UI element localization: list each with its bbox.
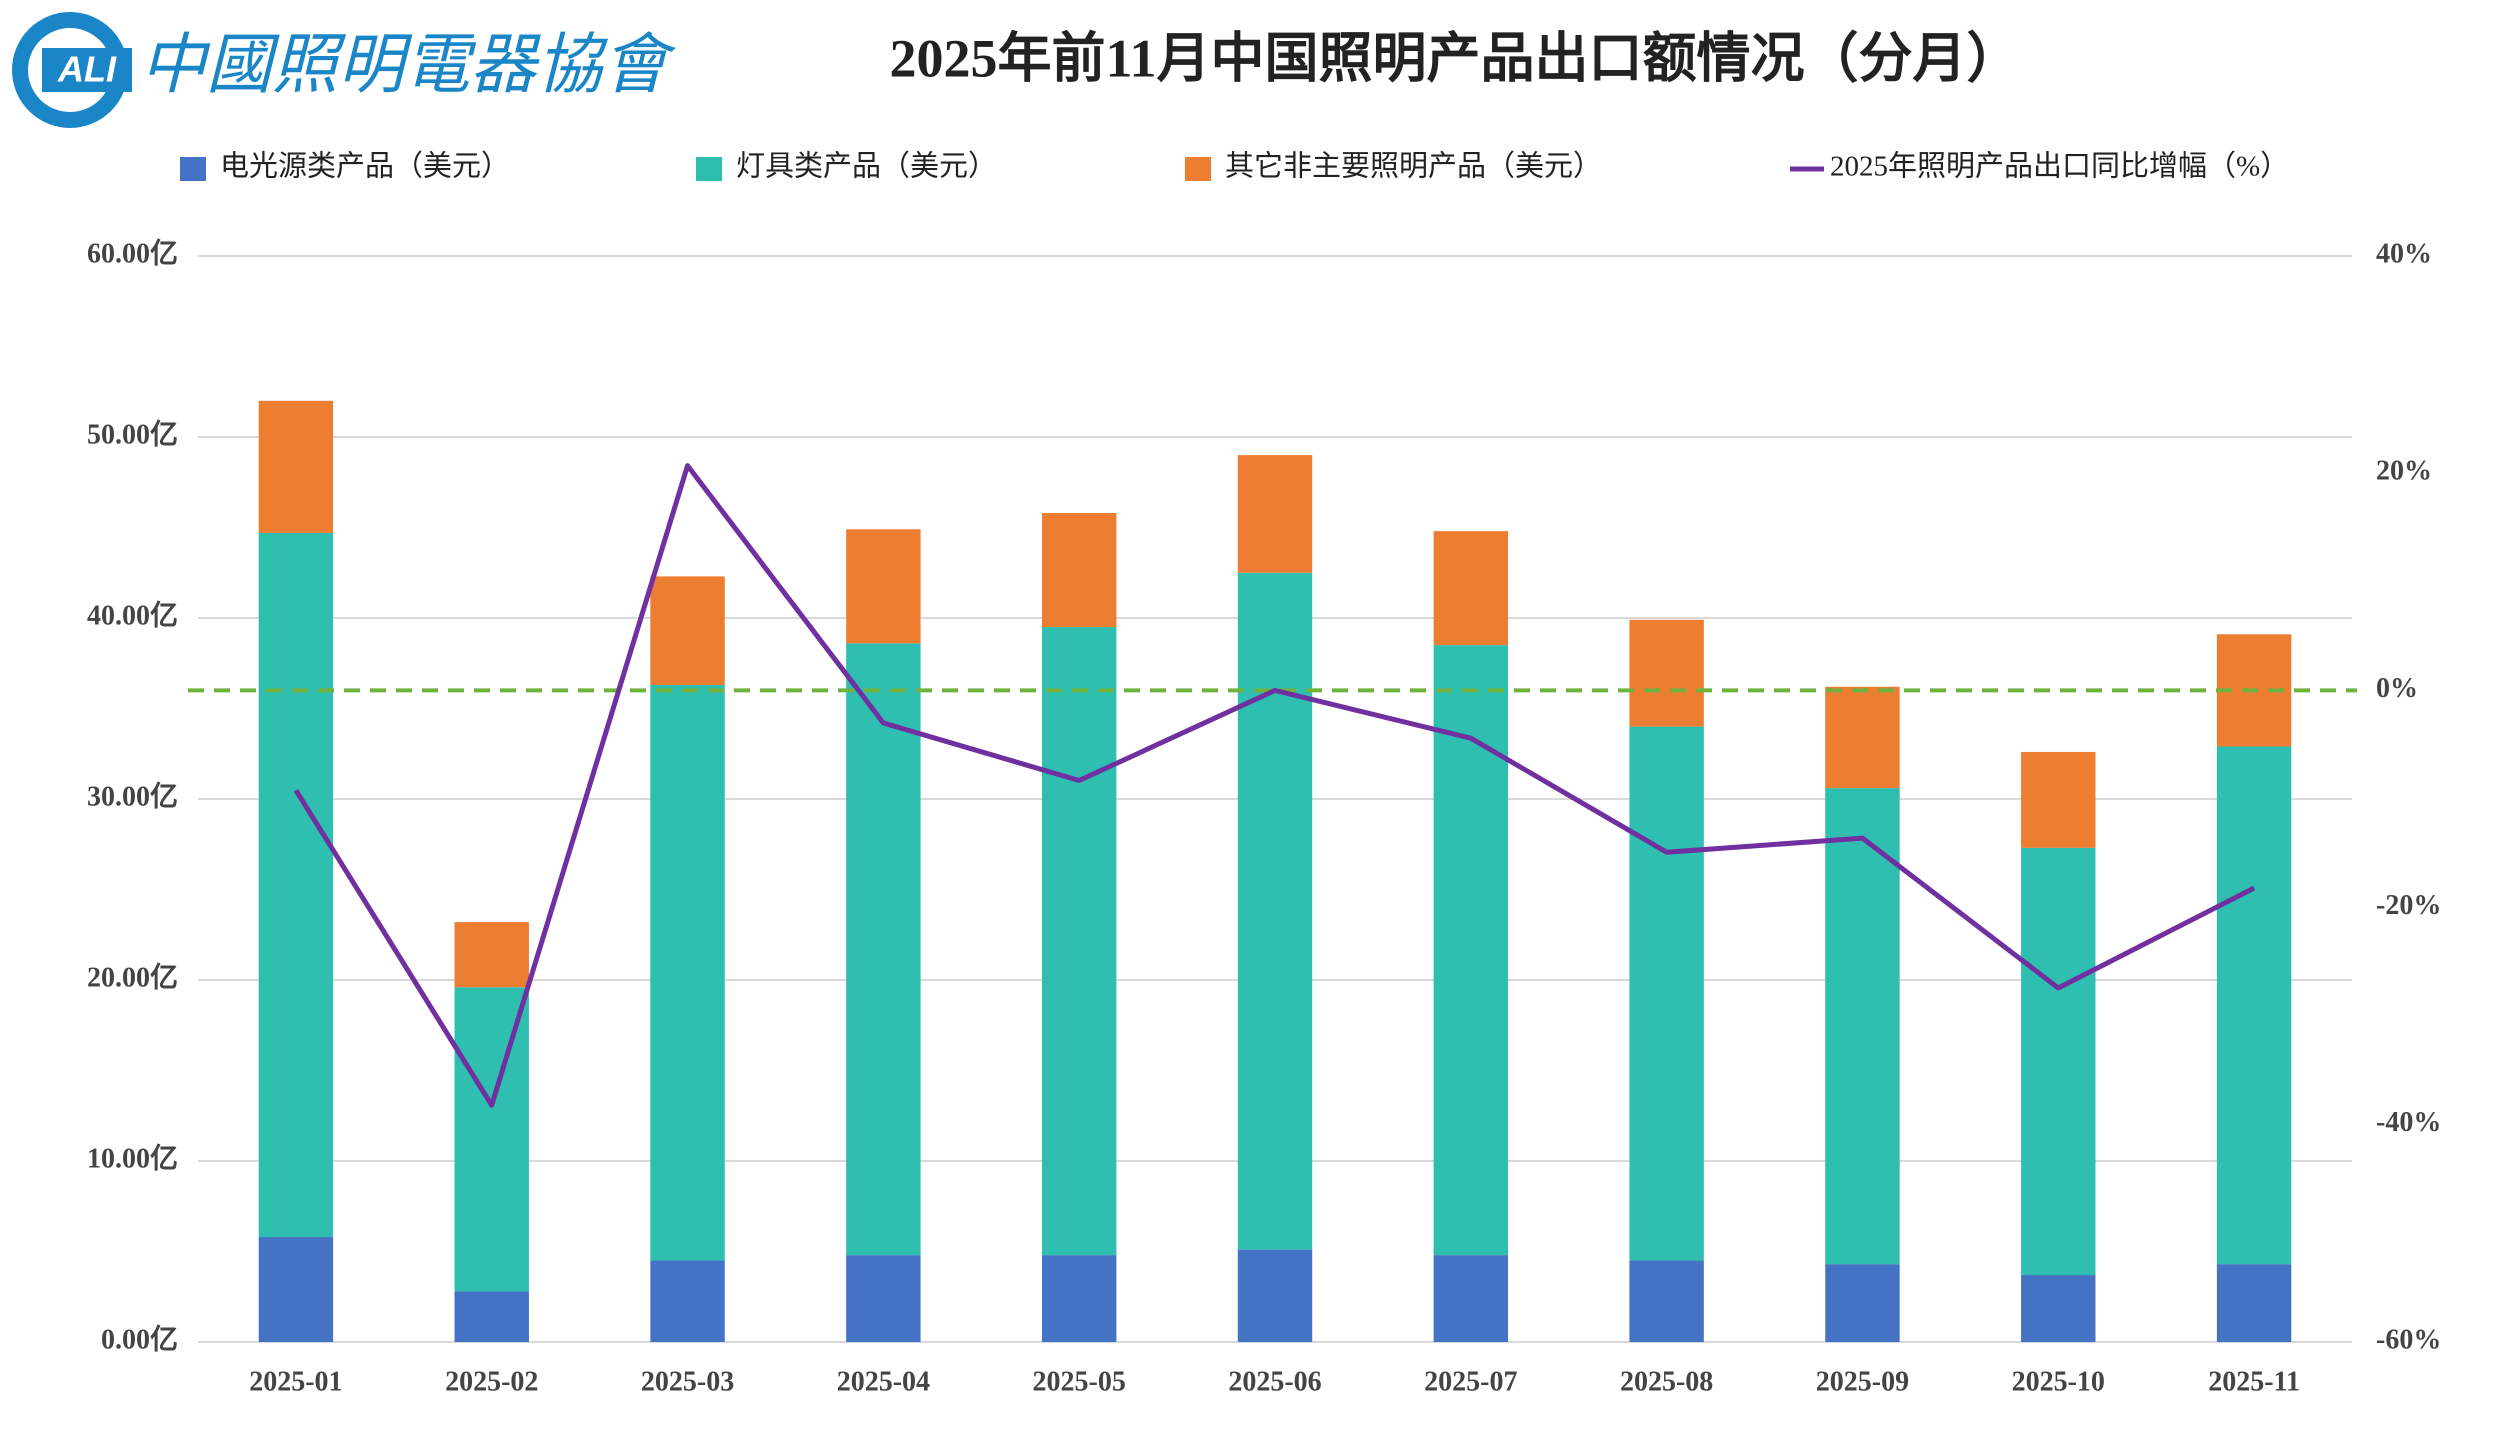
y2-tick-label: 20% — [2376, 456, 2432, 487]
x-tick-label: 2025-11 — [2208, 1366, 2300, 1397]
bar-segment — [1237, 1249, 1313, 1342]
bar-segment — [1825, 788, 1900, 1265]
bar-segment — [258, 532, 334, 1238]
legend-label: 2025年照明产品出口同比增幅（%） — [1830, 150, 2289, 183]
bar-segment — [1433, 1255, 1509, 1342]
x-tick-label: 2025-04 — [837, 1366, 930, 1397]
y2-tick-label: 40% — [2376, 238, 2432, 269]
x-tick-label: 2025-05 — [1033, 1366, 1126, 1397]
chart-title: 2025年前11月中国照明产品出口额情况（分月） — [889, 28, 2020, 88]
bar-segment — [2216, 1264, 2292, 1342]
bar-segment — [454, 987, 529, 1292]
bar-segment — [846, 529, 921, 644]
logo-abbr: ALI — [57, 49, 117, 90]
legend-marker — [696, 157, 722, 181]
bar-segment — [650, 684, 725, 1261]
bar-segment — [454, 1291, 529, 1342]
bar-segment — [1433, 531, 1509, 646]
x-tick-label: 2025-06 — [1228, 1366, 1321, 1397]
line-series — [293, 463, 2256, 1108]
x-tick-label: 2025-09 — [1816, 1366, 1909, 1397]
bar-segment — [1629, 726, 1704, 1261]
logo-band — [42, 48, 132, 92]
logo: ALI 中國照明電器協會 — [12, 12, 676, 128]
y-tick-label: 10.00亿 — [87, 1142, 178, 1174]
bar-segment — [2021, 1275, 2096, 1342]
x-tick-label: 2025-10 — [2012, 1366, 2105, 1397]
x-tick-label: 2025-02 — [445, 1366, 538, 1397]
y2-tick-label: -40% — [2376, 1107, 2441, 1138]
x-tick-label: 2025-08 — [1620, 1366, 1713, 1397]
bar-segment — [2216, 746, 2292, 1265]
bar-segment — [650, 1260, 725, 1342]
bar-segment — [258, 400, 334, 533]
bar-segment — [1237, 455, 1313, 573]
logo-name: 中國照明電器協會 — [140, 29, 676, 102]
bar-segment — [1629, 619, 1704, 727]
y-tick-label: 30.00亿 — [87, 780, 178, 812]
bar-segment — [2021, 847, 2096, 1276]
x-tick-label: 2025-01 — [249, 1366, 342, 1397]
legend-marker — [180, 157, 206, 181]
bar-segment — [1041, 1255, 1117, 1342]
bar-segment — [1629, 1260, 1704, 1342]
legend-label: 电光源类产品（美元） — [220, 150, 510, 183]
bar-segment — [1825, 686, 1900, 789]
y-tick-label: 50.00亿 — [87, 418, 178, 450]
y2-tick-label: 0% — [2376, 673, 2418, 704]
x-tick-label: 2025-07 — [1424, 1366, 1517, 1397]
y-tick-label: 40.00亿 — [87, 599, 178, 631]
bar-segment — [1041, 627, 1117, 1256]
bar-segment — [2021, 751, 2096, 848]
y-tick-label: 60.00亿 — [87, 237, 178, 269]
legend-label: 灯具类产品（美元） — [736, 150, 997, 183]
bar-segment — [454, 922, 529, 988]
bar-segment — [846, 643, 921, 1256]
y2-tick-label: -20% — [2376, 890, 2441, 921]
legend-marker — [1185, 157, 1211, 181]
bar-segment — [1237, 572, 1313, 1250]
y-tick-label: 0.00亿 — [101, 1323, 178, 1355]
y2-tick-label: -60% — [2376, 1324, 2441, 1355]
bar-segment — [1041, 513, 1117, 628]
y-tick-label: 20.00亿 — [87, 961, 178, 993]
legend-label: 其它非主要照明产品（美元） — [1225, 150, 1602, 183]
x-tick-label: 2025-03 — [641, 1366, 734, 1397]
bar-segment — [650, 576, 725, 685]
bar-segment — [1433, 645, 1509, 1256]
bar-segment — [1825, 1264, 1900, 1342]
bar-segment — [846, 1255, 921, 1342]
bar-segment — [258, 1237, 334, 1342]
